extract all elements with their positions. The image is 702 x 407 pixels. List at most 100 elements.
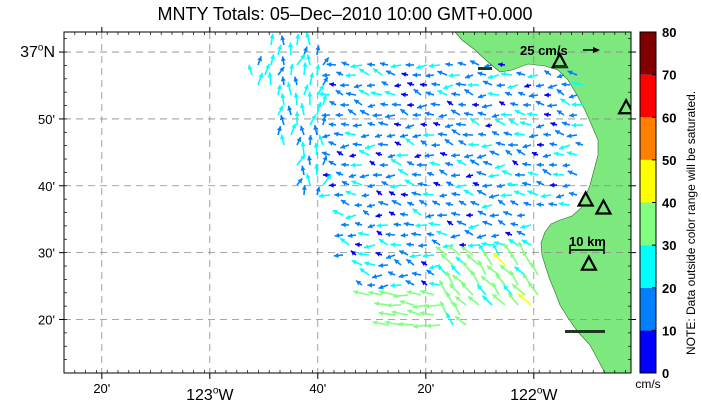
current-vector-head xyxy=(514,109,520,115)
current-vector-head xyxy=(522,143,528,149)
current-vector-head xyxy=(424,153,430,159)
current-vector-head xyxy=(385,232,391,238)
current-vector-head xyxy=(334,192,339,198)
current-vector-head xyxy=(359,110,366,115)
current-vector-head xyxy=(419,310,425,316)
current-vector-head xyxy=(500,112,506,118)
current-vector-head xyxy=(391,102,397,108)
current-vector-head xyxy=(478,260,483,266)
current-vector-head xyxy=(340,200,347,205)
current-vector-head xyxy=(359,268,365,274)
current-vector-head xyxy=(384,90,390,96)
current-vector-head xyxy=(406,242,412,248)
current-vector-head xyxy=(345,91,351,97)
current-vector-head xyxy=(303,84,309,90)
current-vector-head xyxy=(364,244,370,250)
lon-label-3: 20' xyxy=(417,381,434,396)
current-vector-head xyxy=(456,121,461,127)
current-vector-head xyxy=(295,34,301,39)
current-vector-head xyxy=(287,105,293,111)
current-vector-head xyxy=(503,285,509,291)
current-vector-head xyxy=(446,271,451,277)
current-vector-head xyxy=(520,224,526,229)
current-vector-head xyxy=(322,72,327,78)
current-vector-head xyxy=(414,153,420,159)
current-vector-head xyxy=(451,172,456,178)
current-vector-head xyxy=(445,161,451,167)
current-vector-head xyxy=(426,270,432,275)
current-vector-head xyxy=(341,162,346,168)
current-vector-head xyxy=(341,222,346,228)
current-vector-head xyxy=(515,172,520,178)
current-vector-head xyxy=(328,141,334,146)
current-vector-head xyxy=(482,183,488,189)
current-vector-head xyxy=(375,251,381,257)
current-vector-head xyxy=(508,142,513,148)
current-vector-head xyxy=(498,220,504,225)
current-vector-head xyxy=(280,93,286,99)
colorbar-tick-label: 20 xyxy=(662,281,676,296)
current-vector-head xyxy=(503,210,509,216)
current-vector-head xyxy=(508,293,514,299)
current-vector-head xyxy=(386,133,392,139)
current-vector-head xyxy=(557,73,563,79)
current-vector-head xyxy=(438,113,444,119)
current-vector-head xyxy=(429,161,435,166)
current-vector-head xyxy=(335,112,341,118)
current-vector-head xyxy=(417,104,423,110)
current-vector-head xyxy=(400,232,406,238)
current-vector-head xyxy=(322,94,328,100)
current-vector-head xyxy=(496,82,502,88)
current-vector-head xyxy=(569,112,574,118)
current-vector-head xyxy=(393,293,398,299)
current-vector-head xyxy=(396,152,401,158)
colorbar-tick-label: 80 xyxy=(662,25,676,40)
current-vector-head xyxy=(359,173,365,179)
current-vector-head xyxy=(286,82,292,88)
current-vector-head xyxy=(421,280,427,286)
map-title: MNTY Totals: 05–Dec–2010 10:00 GMT+0.000 xyxy=(157,4,533,24)
current-vector-head xyxy=(492,243,498,249)
current-vector-head xyxy=(514,266,520,272)
current-vector-head xyxy=(300,154,306,160)
current-vector-head xyxy=(431,81,437,87)
colorbar-tick-label: 30 xyxy=(662,238,676,253)
current-vector-head xyxy=(280,76,286,82)
current-vector-head xyxy=(305,173,311,179)
current-vector-head xyxy=(527,73,533,79)
current-vector-head xyxy=(510,221,516,227)
current-vector-head xyxy=(350,162,356,168)
current-vector-head xyxy=(328,122,334,128)
current-vector-head xyxy=(559,145,565,150)
current-vector-head xyxy=(495,141,501,147)
current-vector-head xyxy=(536,202,542,208)
current-vector-head xyxy=(477,154,483,159)
current-vector-head xyxy=(556,193,562,199)
current-vector-head xyxy=(562,183,568,189)
current-vector-head xyxy=(471,270,476,276)
lon-label-1: 123oW xyxy=(186,386,234,404)
current-vector-head xyxy=(451,152,456,158)
current-vector-head xyxy=(560,98,566,104)
current-vector-head xyxy=(530,262,536,269)
current-vector-head xyxy=(394,259,400,265)
current-vector-head xyxy=(477,284,483,290)
current-vector-head xyxy=(431,142,437,148)
current-vector-head xyxy=(367,103,373,109)
current-vector-head xyxy=(376,222,382,228)
current-vector-head xyxy=(422,191,428,197)
colorbar-segment xyxy=(640,330,656,373)
current-vector-head xyxy=(334,232,340,238)
lat-label-4: 20' xyxy=(38,313,55,328)
colorbar-tick-label: 40 xyxy=(662,196,676,211)
current-vector-head xyxy=(459,242,464,248)
colorbar-segment xyxy=(640,245,656,288)
current-vector-head xyxy=(293,76,299,82)
current-vector-head xyxy=(336,151,343,156)
current-vector-head xyxy=(311,114,316,120)
current-vector-head xyxy=(439,280,444,286)
current-vector-head xyxy=(277,44,283,50)
current-vector-head xyxy=(510,253,515,259)
current-vector-head xyxy=(437,265,443,271)
